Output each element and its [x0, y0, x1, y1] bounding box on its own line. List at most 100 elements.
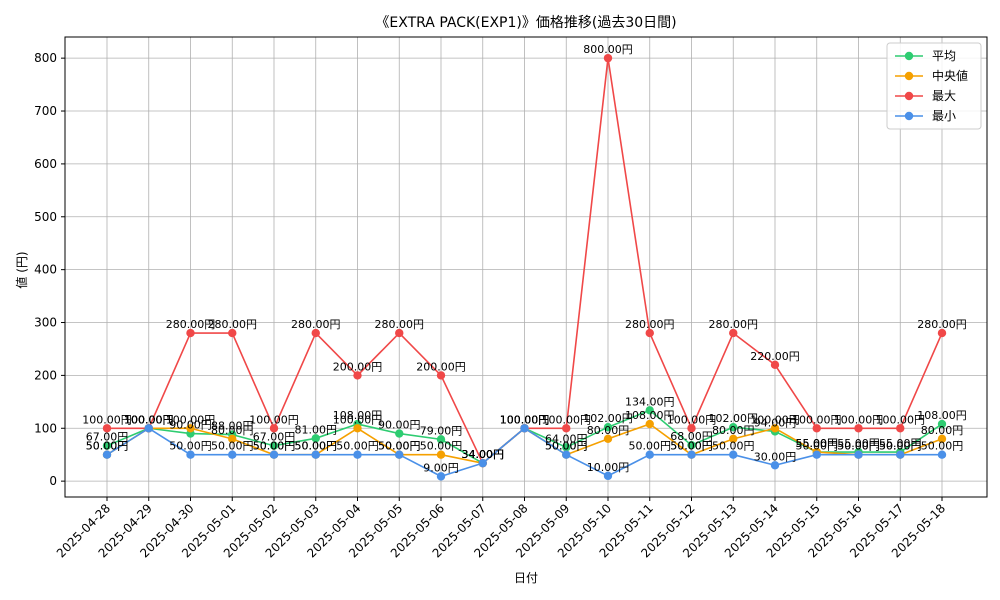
- point-avg: [729, 423, 738, 432]
- point-min: [687, 450, 696, 459]
- point-max: [645, 328, 654, 338]
- y-tick-label: 400: [34, 263, 57, 277]
- data-label-min: 100.00円: [500, 413, 550, 426]
- data-label-avg: 108.00円: [917, 409, 967, 422]
- point-max: [937, 328, 947, 338]
- legend-label-median: 中央値: [932, 68, 968, 83]
- point-min: [770, 461, 780, 470]
- point-min: [353, 450, 362, 459]
- legend-label-avg: 平均: [932, 49, 956, 63]
- point-min: [436, 472, 446, 481]
- data-label-avg: 102.00円: [709, 412, 759, 425]
- data-label-max: 100.00円: [542, 413, 592, 426]
- legend-label-max: 最大: [932, 89, 956, 103]
- data-label-max: 34.00円: [462, 448, 505, 461]
- data-label-max: 100.00円: [792, 413, 842, 426]
- data-label-min: 50.00円: [629, 440, 672, 453]
- data-label-max: 280.00円: [375, 318, 425, 331]
- legend-marker-median: [904, 71, 914, 81]
- data-label-median: 55.00円: [796, 437, 839, 450]
- y-tick-label: 500: [34, 210, 57, 224]
- point-max: [729, 328, 738, 338]
- point-avg: [395, 429, 404, 438]
- data-label-max: 100.00円: [82, 413, 132, 426]
- data-label-min: 50.00円: [169, 440, 212, 453]
- data-label-min: 50.00円: [211, 440, 254, 453]
- point-avg: [436, 435, 446, 444]
- data-label-max: 280.00円: [917, 318, 967, 331]
- point-max: [269, 424, 279, 433]
- data-label-min: 50.00円: [253, 440, 296, 453]
- legend-box: [886, 42, 982, 130]
- data-label-max: 100.00円: [667, 413, 717, 426]
- point-max: [896, 424, 905, 433]
- grid-layer: [65, 37, 987, 497]
- data-label-min: 50.00円: [796, 440, 839, 453]
- data-label-median: 50.00円: [378, 440, 421, 453]
- data-label-min: 34.00円: [462, 448, 505, 461]
- point-max: [603, 53, 613, 63]
- point-min: [603, 471, 613, 481]
- data-label-min: 30.00円: [754, 450, 797, 463]
- data-label-max: 220.00円: [750, 350, 800, 363]
- point-min: [854, 450, 863, 459]
- point-min: [812, 450, 821, 459]
- point-max: [228, 328, 237, 338]
- data-label-median: 34.00円: [462, 448, 505, 461]
- point-median: [603, 434, 613, 444]
- y-tick-label: 200: [34, 368, 57, 382]
- y-tick-label: 700: [34, 104, 57, 118]
- point-min: [269, 450, 279, 459]
- point-median: [645, 419, 654, 429]
- data-label-min: 10.00円: [587, 461, 630, 474]
- data-label-min: 100.00円: [124, 413, 174, 426]
- data-label-min: 50.00円: [336, 440, 379, 453]
- data-label-min: 50.00円: [545, 440, 588, 453]
- data-label-median: 50.00円: [837, 440, 880, 453]
- data-label-max: 200.00円: [333, 360, 383, 373]
- data-label-median: 100.00円: [166, 413, 216, 426]
- data-label-avg: 64.00円: [545, 432, 588, 445]
- data-label-min: 9.00円: [423, 461, 459, 474]
- data-label-max: 280.00円: [166, 318, 216, 331]
- data-label-max: 280.00円: [625, 318, 675, 331]
- point-avg: [937, 419, 947, 429]
- point-median: [770, 424, 780, 433]
- point-max: [812, 424, 821, 433]
- data-label-min: 50.00円: [712, 440, 755, 453]
- data-label-median: 100.00円: [124, 413, 174, 426]
- point-max: [436, 371, 446, 380]
- data-label-max: 100.00円: [500, 413, 550, 426]
- data-label-median: 108.00円: [625, 409, 675, 422]
- data-label-median: 100.00円: [500, 413, 550, 426]
- plot-frame: [64, 36, 988, 498]
- point-max: [770, 360, 780, 370]
- data-label-median: 80.00円: [921, 424, 964, 437]
- point-median: [937, 434, 947, 444]
- point-avg: [102, 441, 112, 450]
- data-label-median: 50.00円: [295, 440, 338, 453]
- data-label-max: 800.00円: [583, 43, 633, 56]
- data-label-avg: 79.00円: [420, 424, 463, 437]
- data-label-max: 280.00円: [291, 318, 341, 331]
- point-min: [102, 450, 112, 459]
- data-label-max: 200.00円: [416, 360, 466, 373]
- point-min: [645, 450, 654, 459]
- point-max: [562, 424, 571, 433]
- point-max: [102, 424, 112, 433]
- point-avg: [603, 423, 613, 432]
- data-label-avg: 55.00円: [837, 437, 880, 450]
- point-min: [520, 424, 529, 433]
- data-label-avg: 102.00円: [583, 412, 633, 425]
- y-axis-title: 値 (円): [14, 251, 29, 288]
- point-max: [311, 328, 320, 338]
- point-min: [896, 450, 905, 459]
- data-label-avg: 90.00円: [169, 419, 212, 432]
- point-avg: [269, 441, 279, 450]
- data-label-avg: 94.00円: [754, 416, 797, 429]
- point-min: [937, 450, 947, 459]
- data-label-max: 100.00円: [124, 413, 174, 426]
- data-label-avg: 67.00円: [86, 431, 129, 444]
